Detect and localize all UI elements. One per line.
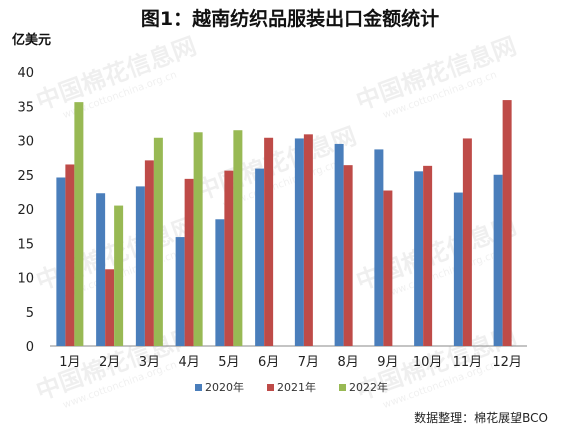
bar-2020年-2月	[96, 193, 106, 346]
bar-2021年-7月	[303, 134, 313, 346]
x-tick-label: 12月	[492, 355, 522, 370]
bar-2020年-3月	[135, 186, 145, 346]
bar-2021年-6月	[264, 137, 274, 346]
x-tick-label: 4月	[178, 355, 199, 370]
bar-2020年-8月	[334, 143, 344, 346]
bar-2021年-12月	[502, 100, 512, 347]
legend-label: 2022年	[349, 380, 388, 394]
bar-2021年-2月	[105, 269, 115, 346]
bar-2021年-1月	[65, 164, 75, 346]
bar-2020年-7月	[294, 138, 304, 346]
y-tick-label: 0	[26, 340, 34, 355]
bar-layer	[56, 100, 512, 347]
x-tick-label: 9月	[377, 355, 398, 370]
y-tick-label: 30	[17, 135, 34, 150]
y-axis-label: 亿美元	[12, 32, 51, 48]
legend-label: 2021年	[277, 380, 316, 394]
bar-2021年-3月	[144, 160, 154, 346]
bar-2020年-9月	[374, 149, 384, 346]
legend-swatch	[267, 384, 274, 391]
y-tick-label: 15	[17, 237, 34, 252]
legend-swatch	[339, 384, 346, 391]
bar-2021年-11月	[462, 138, 472, 346]
x-tick-label: 8月	[337, 355, 358, 370]
bar-2021年-8月	[343, 165, 353, 346]
y-tick-label: 40	[17, 66, 34, 81]
x-tick-label: 6月	[258, 355, 279, 370]
bar-2022年-5月	[233, 130, 243, 346]
bar-2022年-4月	[193, 132, 203, 346]
y-tick-label: 25	[17, 169, 34, 184]
bar-2021年-10月	[423, 165, 433, 346]
x-tick-label: 10月	[413, 355, 443, 370]
x-tick-label: 11月	[453, 355, 483, 370]
y-tick-label: 10	[17, 272, 34, 287]
legend: 2020年 2021年 2022年	[195, 380, 388, 394]
x-tick-label: 7月	[298, 355, 319, 370]
bar-2020年-12月	[493, 174, 503, 346]
bar-2021年-4月	[184, 178, 194, 346]
bar-2021年-5月	[224, 170, 234, 346]
x-axis-tick-labels: 1月 2月 3月 4月 5月 6月 7月 8月 9月 10月 11月 12月	[59, 355, 522, 370]
bar-2020年-1月	[56, 177, 66, 346]
y-tick-label: 35	[17, 100, 34, 115]
bar-2020年-4月	[175, 237, 185, 346]
y-axis-ticks: 0 5 10 15 20 25 30 35 40	[17, 66, 34, 355]
y-tick-label: 20	[17, 203, 34, 218]
x-tick-label: 2月	[99, 355, 120, 370]
source-note: 数据整理：棉花展望BCO	[414, 410, 548, 425]
x-tick-label: 1月	[59, 355, 80, 370]
y-tick-label: 5	[26, 306, 34, 321]
bar-2020年-10月	[414, 171, 424, 346]
chart-title: 图1：越南纺织品服装出口金额统计	[141, 7, 439, 30]
bar-2022年-3月	[153, 137, 163, 346]
x-tick-label: 5月	[218, 355, 239, 370]
bar-2020年-5月	[215, 219, 225, 346]
legend-label: 2020年	[205, 380, 244, 394]
bar-2021年-9月	[383, 190, 393, 346]
x-tick-label: 3月	[139, 355, 160, 370]
legend-swatch	[195, 384, 202, 391]
bar-2020年-11月	[453, 192, 463, 346]
bar-2020年-6月	[255, 168, 265, 346]
bar-2022年-1月	[74, 102, 84, 346]
bar-2022年-2月	[114, 205, 124, 346]
